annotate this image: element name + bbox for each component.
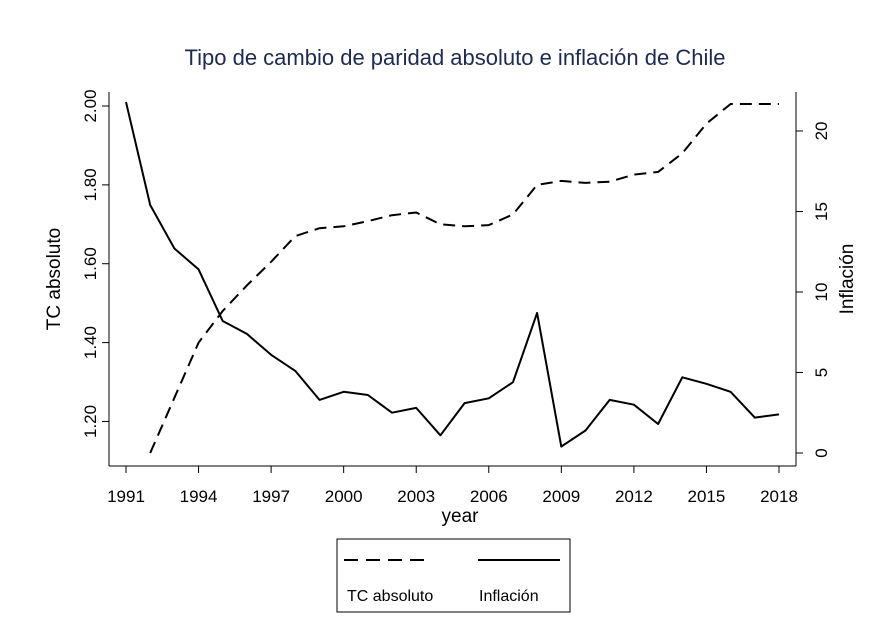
- axes: [108, 92, 797, 467]
- x-tick-label-2015: 2015: [688, 487, 726, 506]
- series-line-inflacion: [125, 101, 780, 448]
- x-tick-label-1997: 1997: [252, 487, 290, 506]
- right-y-tick-label-20: 20: [812, 122, 831, 141]
- legend-box: [336, 538, 571, 613]
- legend-label-inflacion: Inflación: [479, 588, 539, 605]
- left-y-axis-title: TC absoluto: [44, 228, 65, 330]
- ticks: [102, 105, 803, 473]
- series-lines: [125, 101, 780, 454]
- x-tick-label-2000: 2000: [325, 487, 363, 506]
- x-tick-label-2012: 2012: [615, 487, 653, 506]
- legend-label-tc-absoluto: TC absoluto: [347, 588, 433, 605]
- left-y-tick-label-2.00: 2.00: [81, 89, 100, 122]
- x-tick-label-2006: 2006: [470, 487, 508, 506]
- x-axis-title: year: [442, 506, 480, 527]
- x-tick-label-1994: 1994: [180, 487, 218, 506]
- left-y-tick-label-1.80: 1.80: [81, 168, 100, 201]
- right-y-tick-label-5: 5: [812, 368, 831, 377]
- series-line-tc-absoluto: [149, 103, 779, 454]
- right-y-tick-label-0: 0: [812, 448, 831, 457]
- left-y-tick-label-1.60: 1.60: [81, 247, 100, 280]
- right-y-tick-label-15: 15: [812, 202, 831, 221]
- x-tick-label-1991: 1991: [107, 487, 145, 506]
- chart-title: Tipo de cambio de paridad absoluto e inf…: [185, 45, 726, 70]
- x-tick-label-2018: 2018: [760, 487, 798, 506]
- x-tick-label-2009: 2009: [542, 487, 580, 506]
- tick-labels: 1991 1994 1997 2000 2003 2006 2009 2012 2015 2018…: [81, 89, 831, 506]
- right-y-tick-label-10: 10: [812, 283, 831, 302]
- right-y-axis-title: Inflación: [837, 244, 858, 315]
- left-y-tick-label-1.40: 1.40: [81, 326, 100, 359]
- x-tick-label-2003: 2003: [397, 487, 435, 506]
- left-y-tick-label-1.20: 1.20: [81, 405, 100, 438]
- legend: TC absoluto Inflación: [336, 538, 571, 613]
